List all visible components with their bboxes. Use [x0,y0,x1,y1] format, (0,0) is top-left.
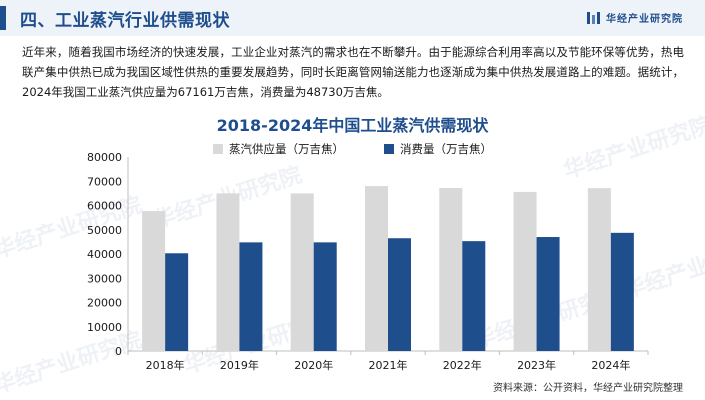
y-tick-label: 50000 [87,224,122,237]
y-tick-label: 10000 [87,321,122,334]
y-tick-label: 40000 [87,248,122,261]
bar-supply [142,211,166,351]
bar-supply [513,191,537,351]
header-accent-bar [0,6,6,30]
x-tick-label: 2019年 [220,358,259,372]
source-note: 资料来源：公开资料，华经产业研究院整理 [493,383,683,394]
legend-swatch-consumption [384,144,394,154]
y-tick-label: 70000 [87,175,122,188]
bar-supply [587,188,611,351]
legend-label-consumption: 消费量（万吉焦） [400,142,492,156]
brand: 华经产业研究院 [587,10,683,25]
legend-item-consumption: 消费量（万吉焦） [384,141,492,157]
legend-label-supply: 蒸汽供应量（万吉焦） [229,142,344,156]
x-tick-label: 2024年 [591,358,630,372]
chart-legend: 蒸汽供应量（万吉焦） 消费量（万吉焦） [0,141,705,157]
y-tick-label: 20000 [87,297,122,310]
bar-supply [216,193,240,351]
y-tick-label: 60000 [87,200,122,213]
chart-title: 2018-2024年中国工业蒸汽供需现状 [216,116,489,135]
x-tick-label: 2021年 [369,358,408,372]
brand-logo-icon [587,11,600,24]
x-tick-label: 2022年 [443,358,482,372]
bar-supply [439,188,463,351]
bar-consumption [536,237,560,351]
bar-consumption [165,253,189,351]
section-title: 四、工业蒸汽行业供需现状 [20,11,230,31]
section-header: 四、工业蒸汽行业供需现状 华经产业研究院 [0,0,705,36]
x-tick-label: 2018年 [146,358,185,372]
y-tick-label: 30000 [87,272,122,285]
legend-swatch-supply [213,144,223,154]
legend-item-supply: 蒸汽供应量（万吉焦） [213,141,344,157]
intro-paragraph: 近年来，随着我国市场经济的快速发展，工业企业对蒸汽的需求也在不断攀升。由于能源综… [22,45,684,99]
bar-consumption [313,242,337,351]
bar-consumption [610,232,634,351]
x-tick-label: 2020年 [294,358,333,372]
y-tick-label: 80000 [87,151,122,164]
bar-supply [290,193,314,351]
bar-consumption [462,241,486,351]
x-tick-label: 2023年 [517,358,556,372]
bar-supply [365,186,388,351]
brand-name: 华经产业研究院 [606,14,683,25]
bar-consumption [388,238,411,351]
y-tick-label: 0 [115,345,122,358]
bar-consumption [239,242,263,351]
